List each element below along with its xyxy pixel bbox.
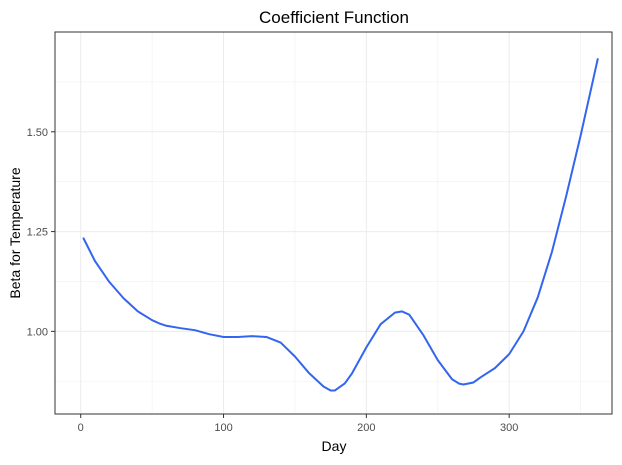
y-tick-label: 1.00 [27, 326, 48, 338]
y-tick-label: 1.50 [27, 127, 48, 139]
y-axis-title: Beta for Temperature [7, 167, 23, 298]
series-layer [82, 58, 599, 392]
series-line [82, 58, 599, 392]
grid [55, 32, 612, 414]
chart-title: Coefficient Function [259, 8, 409, 27]
y-tick-label: 1.25 [27, 227, 48, 239]
x-tick-label: 300 [500, 422, 518, 434]
x-tick-label: 100 [214, 422, 232, 434]
x-tick-label: 200 [357, 422, 375, 434]
y-axis: 1.00 1.25 1.50 [27, 127, 55, 338]
x-axis: 0 100 200 300 [78, 414, 518, 434]
x-tick-label: 0 [78, 422, 84, 434]
x-axis-title: Day [322, 438, 347, 454]
panel-border [54, 31, 613, 415]
